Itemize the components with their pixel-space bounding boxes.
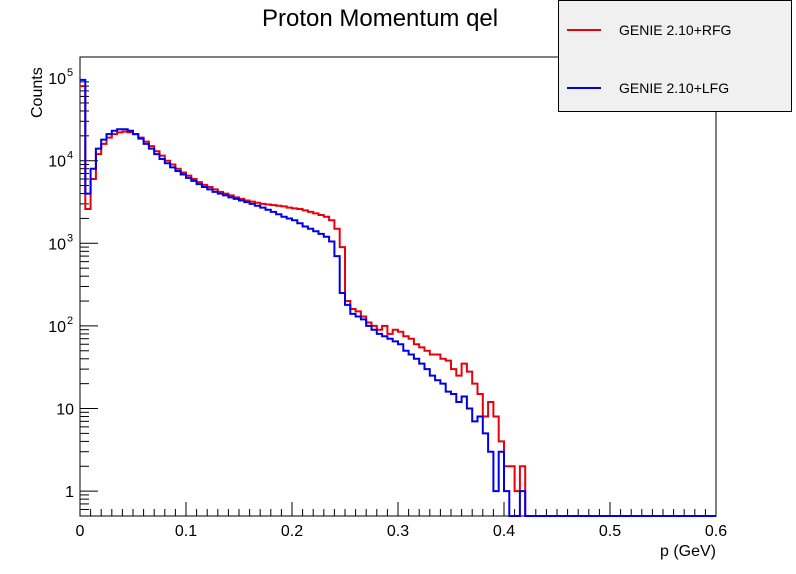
legend-label-lfg: GENIE 2.10+LFG: [619, 80, 729, 96]
y-tick-label: 10: [56, 402, 74, 419]
x-tick-label: 0: [76, 523, 85, 540]
legend-line-lfg: [567, 87, 601, 89]
x-tick-label: 0.6: [705, 523, 727, 540]
legend-entry-lfg: GENIE 2.10+LFG: [567, 77, 729, 99]
x-tick-label: 0.5: [599, 523, 621, 540]
series-rfg-histogram: [80, 86, 716, 516]
y-tick-exponent: 3: [67, 232, 73, 244]
y-tick-label: 1: [65, 484, 74, 501]
y-tick-label: 10: [48, 319, 66, 336]
x-tick-label: 0.1: [175, 523, 197, 540]
y-tick-exponent: 4: [67, 150, 73, 162]
y-tick-exponent: 2: [67, 315, 73, 327]
plot-frame: [80, 57, 716, 516]
legend-line-rfg: [567, 29, 601, 31]
x-tick-label: 0.3: [387, 523, 409, 540]
y-tick-label: 10: [48, 154, 66, 171]
x-axis-label: p (GeV): [660, 543, 716, 560]
y-tick-exponent: 5: [67, 67, 73, 79]
legend-entry-rfg: GENIE 2.10+RFG: [567, 19, 731, 41]
legend-label-rfg: GENIE 2.10+RFG: [619, 22, 731, 38]
series-lfg-histogram: [80, 80, 716, 516]
series-group: [80, 80, 716, 516]
x-tick-label: 0.2: [281, 523, 303, 540]
x-tick-label: 0.4: [493, 523, 515, 540]
y-tick-label: 10: [48, 236, 66, 253]
legend: GENIE 2.10+RFG GENIE 2.10+LFG: [558, 0, 792, 112]
y-tick-label: 10: [48, 71, 66, 88]
y-axis-label: Counts: [29, 67, 46, 118]
